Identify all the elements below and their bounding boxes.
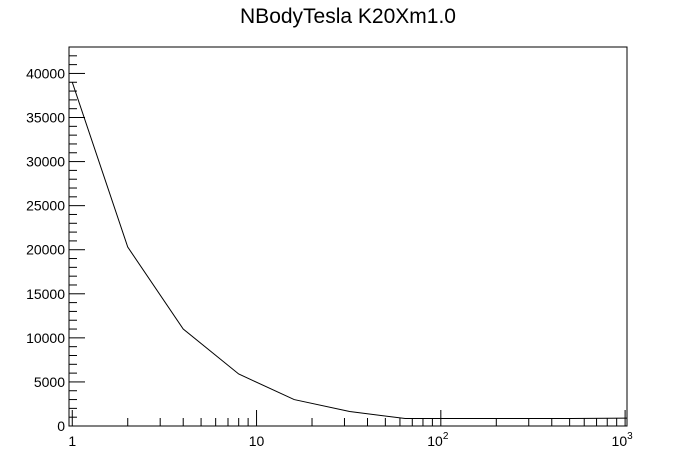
- x-tick-label-exponent: 3: [627, 431, 633, 442]
- x-tick-label-base: 10: [612, 433, 628, 449]
- y-tick-label: 35000: [26, 110, 65, 126]
- y-tick-label: 30000: [26, 154, 65, 170]
- y-tick-label: 25000: [26, 198, 65, 214]
- y-tick-label: 10000: [26, 330, 65, 346]
- y-tick-label: 15000: [26, 286, 65, 302]
- x-tick-label: 1: [68, 433, 76, 449]
- x-tick-label: 102: [427, 431, 449, 449]
- y-tick-label: 20000: [26, 242, 65, 258]
- y-tick-label: 0: [57, 418, 65, 434]
- y-tick-label: 5000: [34, 374, 65, 390]
- plot-frame: [68, 46, 628, 427]
- y-tick-label: 40000: [26, 65, 65, 81]
- series-line: [71, 82, 628, 420]
- x-tick-label: 103: [612, 431, 634, 449]
- x-tick-label-exponent: 2: [443, 431, 449, 442]
- x-tick-label-base: 10: [249, 433, 265, 449]
- x-tick-label-base: 10: [427, 433, 443, 449]
- chart-title: NBodyTesla K20Xm1.0: [240, 5, 456, 28]
- x-tick-label: 10: [249, 433, 265, 449]
- x-tick-label-base: 1: [68, 433, 76, 449]
